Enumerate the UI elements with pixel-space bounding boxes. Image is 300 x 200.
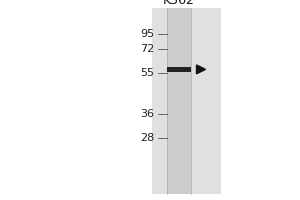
Text: 55: 55	[140, 68, 154, 78]
Text: 95: 95	[140, 29, 154, 39]
Text: 72: 72	[140, 44, 154, 54]
Bar	[152, 8, 220, 194]
Bar	[167, 8, 191, 194]
Text: 28: 28	[140, 133, 154, 143]
Polygon shape	[196, 65, 206, 74]
Text: K562: K562	[163, 0, 194, 7]
Bar	[167, 67, 191, 72]
Text: 36: 36	[140, 109, 154, 119]
